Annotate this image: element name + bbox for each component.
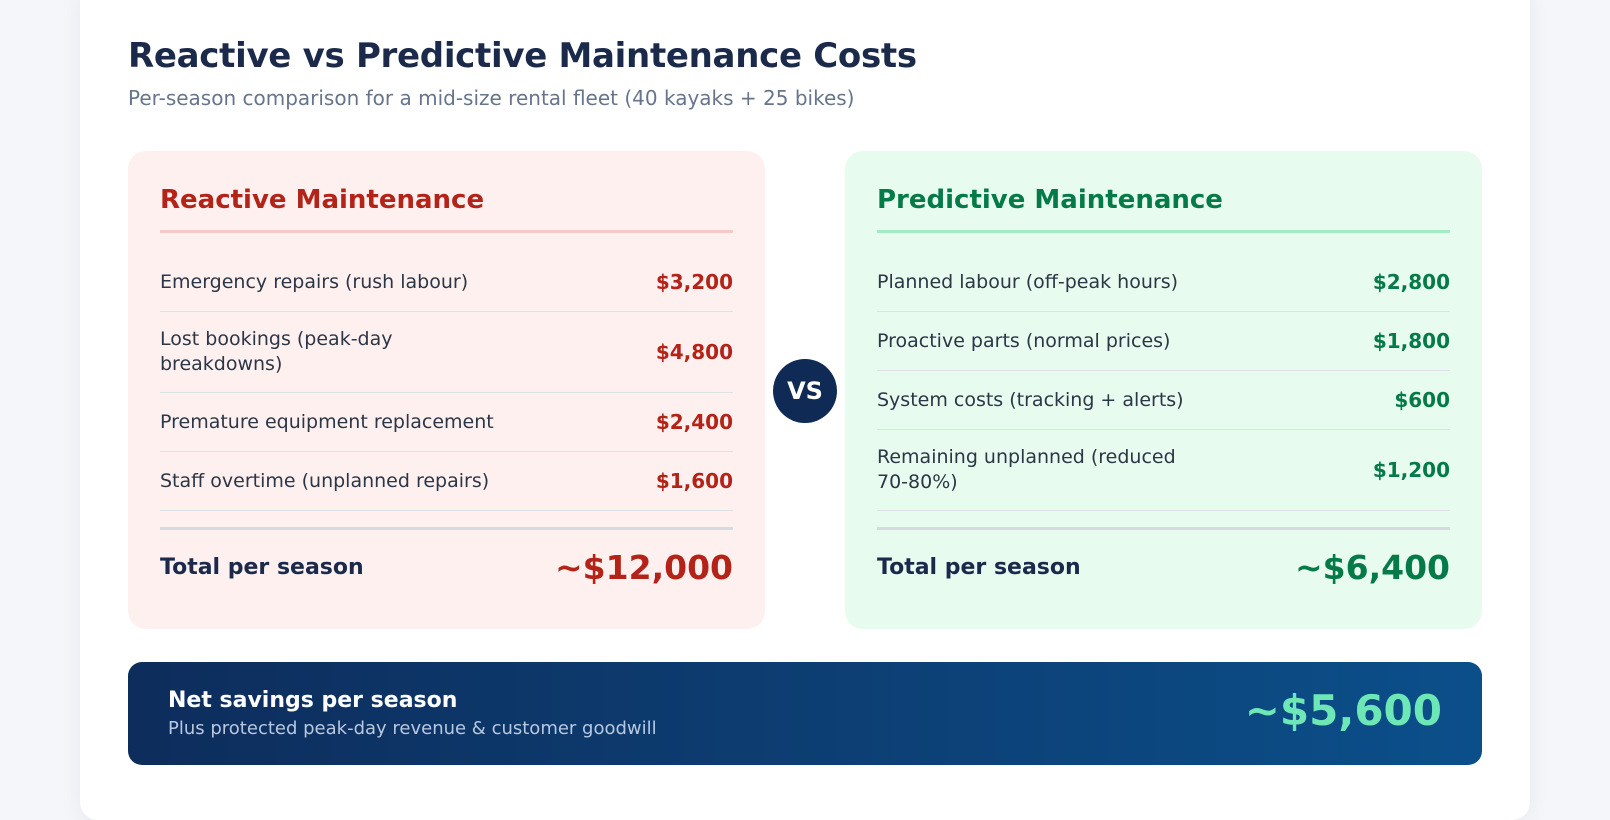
cost-label: Planned labour (off-peak hours) bbox=[877, 270, 1179, 293]
vs-badge: VS bbox=[773, 359, 837, 423]
cost-label: Lost bookings (peak-day breakdowns) bbox=[160, 328, 393, 375]
savings-value: ~$5,600 bbox=[1244, 686, 1442, 735]
page-subtitle: Per-season comparison for a mid-size ren… bbox=[128, 86, 855, 110]
cost-value: $3,200 bbox=[655, 270, 733, 294]
predictive-heading: Predictive Maintenance bbox=[877, 183, 1450, 233]
reactive-heading: Reactive Maintenance bbox=[160, 183, 733, 233]
list-item: Staff overtime (unplanned repairs) $1,60… bbox=[160, 452, 733, 511]
cost-value: $2,400 bbox=[655, 410, 733, 434]
total-value: ~$12,000 bbox=[555, 548, 733, 587]
reactive-panel: Reactive Maintenance Emergency repairs (… bbox=[128, 151, 765, 629]
list-item: Proactive parts (normal prices) $1,800 bbox=[877, 312, 1450, 371]
cost-label: Emergency repairs (rush labour) bbox=[160, 270, 469, 293]
cost-label: System costs (tracking + alerts) bbox=[877, 388, 1184, 411]
list-item: Remaining unplanned (reduced 70-80%) $1,… bbox=[877, 430, 1450, 511]
predictive-cost-list: Planned labour (off-peak hours) $2,800 P… bbox=[877, 253, 1450, 511]
cost-value: $2,800 bbox=[1372, 270, 1450, 294]
net-savings-banner: Net savings per season Plus protected pe… bbox=[128, 662, 1482, 765]
total-label: Total per season bbox=[877, 555, 1081, 580]
reactive-total-row: Total per season ~$12,000 bbox=[160, 527, 733, 605]
list-item: Planned labour (off-peak hours) $2,800 bbox=[877, 253, 1450, 312]
cost-value: $600 bbox=[1394, 388, 1450, 412]
savings-title: Net savings per season bbox=[168, 688, 458, 713]
cost-label: Proactive parts (normal prices) bbox=[877, 329, 1171, 352]
total-value: ~$6,400 bbox=[1295, 548, 1450, 587]
cost-value: $1,800 bbox=[1372, 329, 1450, 353]
reactive-cost-list: Emergency repairs (rush labour) $3,200 L… bbox=[160, 253, 733, 511]
total-label: Total per season bbox=[160, 555, 364, 580]
list-item: Premature equipment replacement $2,400 bbox=[160, 393, 733, 452]
list-item: Lost bookings (peak-day breakdowns) $4,8… bbox=[160, 312, 733, 393]
predictive-total-row: Total per season ~$6,400 bbox=[877, 527, 1450, 605]
cost-label: Premature equipment replacement bbox=[160, 410, 494, 433]
savings-subtitle: Plus protected peak-day revenue & custom… bbox=[168, 718, 657, 739]
predictive-panel: Predictive Maintenance Planned labour (o… bbox=[845, 151, 1482, 629]
cost-value: $4,800 bbox=[655, 340, 733, 364]
list-item: Emergency repairs (rush labour) $3,200 bbox=[160, 253, 733, 312]
cost-value: $1,200 bbox=[1372, 458, 1450, 482]
cost-label: Staff overtime (unplanned repairs) bbox=[160, 469, 490, 492]
list-item: System costs (tracking + alerts) $600 bbox=[877, 371, 1450, 430]
cost-value: $1,600 bbox=[655, 469, 733, 493]
cost-label: Remaining unplanned (reduced 70-80%) bbox=[877, 446, 1176, 493]
page-title: Reactive vs Predictive Maintenance Costs bbox=[128, 36, 917, 76]
